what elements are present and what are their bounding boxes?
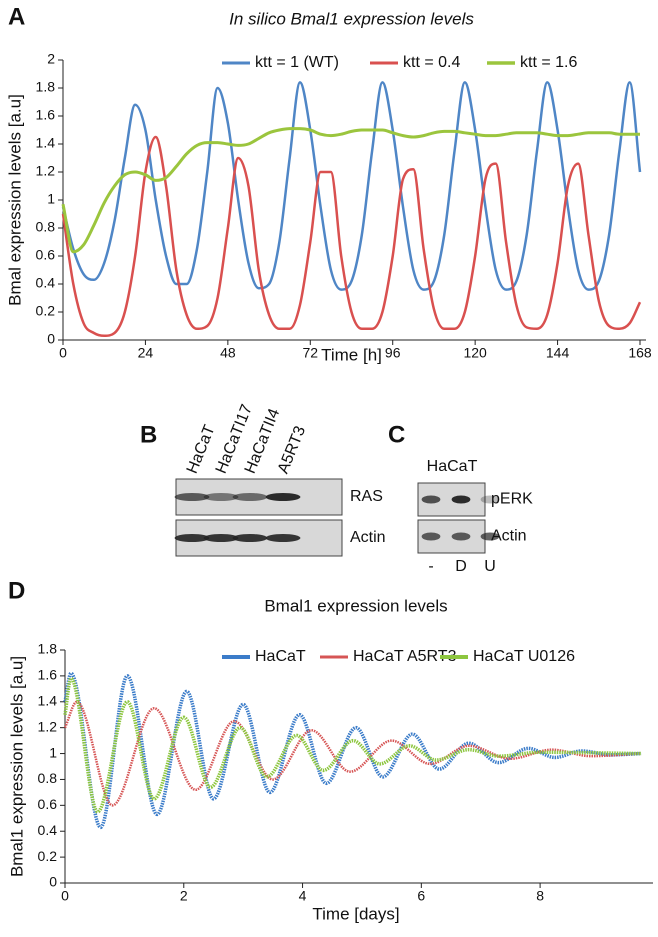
blot-band [451, 495, 471, 504]
blot-band [174, 493, 210, 501]
lane-label: D [455, 558, 467, 575]
blot-band [232, 493, 268, 501]
panel-label: B [140, 421, 157, 448]
x-tick-label: 96 [385, 345, 401, 361]
blot-row-label: RAS [350, 488, 383, 505]
panel-label: A [8, 3, 25, 30]
legend-label: ktt = 1 (WT) [255, 54, 339, 71]
blot-header: HaCaT [427, 458, 478, 475]
series-line [63, 676, 642, 814]
y-tick-label: 0.8 [38, 770, 58, 786]
chart-title: Bmal1 expression levels [264, 596, 447, 615]
blot-band [451, 532, 471, 541]
x-tick-label: 24 [138, 345, 154, 361]
x-tick-label: 4 [299, 888, 307, 904]
series-line [63, 700, 642, 807]
blot-band [265, 493, 301, 501]
series-line [61, 127, 640, 254]
series-line [61, 81, 642, 291]
panel-label: C [388, 421, 405, 448]
legend-label: HaCaT [255, 648, 306, 665]
y-tick-label: 0.2 [38, 848, 58, 864]
legend-label: HaCaT U0126 [473, 648, 575, 665]
blot-band [232, 534, 268, 542]
x-tick-label: 8 [536, 888, 544, 904]
y-tick-label: 0.2 [36, 303, 56, 319]
chart-title: In silico Bmal1 expression levels [229, 9, 474, 28]
legend-label: HaCaT A5RT3 [353, 648, 457, 665]
x-axis-label: Time [h] [321, 345, 382, 364]
y-tick-label: 0.4 [38, 822, 58, 838]
blot-band [174, 534, 210, 542]
y-tick-label: 0.6 [36, 247, 56, 263]
y-tick-label: 2 [47, 51, 55, 67]
x-tick-label: 6 [417, 888, 425, 904]
blot-band [480, 532, 500, 541]
x-tick-label: 0 [59, 345, 67, 361]
blot-band [421, 495, 441, 504]
blot-band [203, 534, 239, 542]
legend-label: ktt = 1.6 [520, 54, 577, 71]
x-tick-label: 48 [220, 345, 236, 361]
blot-band [265, 534, 301, 542]
x-tick-label: 144 [546, 345, 570, 361]
lane-label: - [428, 558, 433, 575]
x-tick-label: 72 [302, 345, 318, 361]
panel-label: D [8, 577, 25, 604]
blot-row-label: Actin [350, 529, 386, 546]
blot-band [203, 493, 239, 501]
x-tick-label: 120 [463, 345, 487, 361]
series-line [63, 671, 642, 830]
y-tick-label: 0 [49, 874, 57, 890]
y-tick-label: 1 [49, 744, 57, 760]
series-line [61, 135, 642, 338]
x-tick-label: 2 [180, 888, 188, 904]
y-tick-label: 1.2 [38, 718, 58, 734]
y-tick-label: 0 [47, 331, 55, 347]
legend-label: ktt = 0.4 [403, 54, 460, 71]
blot-row-label: Actin [491, 528, 527, 545]
lane-label: U [484, 558, 496, 575]
y-tick-label: 1.8 [36, 79, 56, 95]
y-tick-label: 1.4 [36, 135, 56, 151]
lane-label: A5RT3 [275, 424, 309, 476]
y-tick-label: 0.8 [36, 219, 56, 235]
blot-band [421, 532, 441, 541]
x-tick-label: 168 [628, 345, 652, 361]
y-tick-label: 1 [47, 191, 55, 207]
y-tick-label: 0.6 [38, 796, 58, 812]
y-tick-label: 1.8 [38, 641, 58, 657]
y-tick-label: 1.6 [38, 667, 58, 683]
y-axis-label: Bmal expression levels [a.u] [5, 94, 24, 306]
blot-row-label: pERK [491, 491, 533, 508]
blot-band [480, 495, 500, 504]
y-axis-label: Bmal1 expression levels [a.u] [7, 656, 26, 877]
y-tick-label: 1.6 [36, 107, 56, 123]
y-tick-label: 0.4 [36, 275, 56, 291]
y-tick-label: 1.2 [36, 163, 56, 179]
x-tick-label: 0 [61, 888, 69, 904]
x-axis-label: Time [days] [312, 904, 399, 923]
y-tick-label: 1.4 [38, 692, 58, 708]
